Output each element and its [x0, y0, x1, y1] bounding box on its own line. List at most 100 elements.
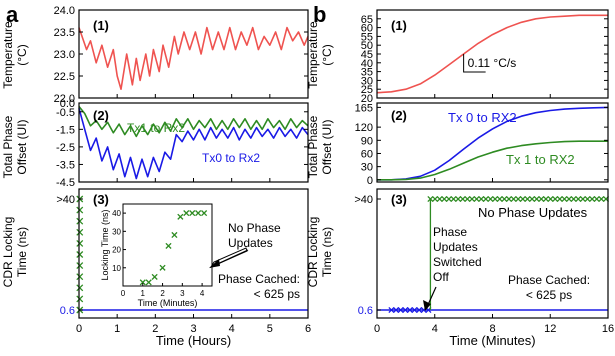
b3-high-point-1 [431, 195, 439, 203]
a3-inset-point-6 [177, 213, 184, 220]
a3-point-4-stroke-b [76, 262, 84, 270]
a2-series-line-0 [78, 105, 309, 138]
a2-legend-tx1: Tx1 to Rx2 [127, 121, 185, 135]
panel-letter-b: b [313, 2, 326, 27]
b3-high-point-29-stroke-b [561, 195, 568, 203]
b-ylabel-phase: Total PhaseOffset (UI) [306, 115, 334, 178]
b1-ytick-label-1: 25 [361, 84, 373, 96]
b1-ytick-label-0: 20 [361, 93, 373, 105]
b2-ytick-label-3: 90 [361, 135, 373, 147]
a3-inset-ylabel: Locking Time (ns) [100, 209, 110, 280]
a3-point-6-stroke-b [76, 239, 84, 247]
a3-xtick-label-6: 6 [305, 323, 311, 335]
b3-high-point-14-stroke-b [492, 195, 499, 203]
a3-inset-point-0 [139, 279, 146, 286]
b3-low-point-2-stroke-b [397, 306, 404, 314]
a3-point-3 [76, 273, 84, 281]
b3-high-point-35-stroke-b [589, 195, 596, 203]
a3-xtick-label-2: 2 [152, 323, 158, 335]
a-ylabel-temperature-line-0: Temperature [1, 21, 15, 89]
a-ylabel-locking: CDR LockingTime (ns) [1, 217, 29, 288]
a-ylabel-phase-line-0: Total Phase [1, 115, 15, 178]
b3-low-point-3-stroke-b [402, 306, 409, 314]
b3-high-point-3-stroke-b [441, 195, 448, 203]
a-ylabel-locking-line-1: Time (ns) [15, 227, 29, 277]
b3-annotation-top: No Phase Updates [478, 205, 588, 220]
b3-high-point-7 [459, 195, 466, 203]
b3-high-point-37-stroke-b [598, 195, 605, 203]
b3-low-point-6-stroke-b [416, 306, 423, 314]
b3-high-point-20 [519, 195, 526, 203]
a3-inset-xtick-label-3: 3 [180, 289, 185, 298]
b3-cached-line-1: < 625 ps [526, 288, 572, 302]
b3-low-point-5 [411, 306, 418, 314]
a3-inset-xtick-label-2: 2 [160, 289, 165, 298]
a3-inset-arrow-label-line-1: Updates [228, 236, 273, 250]
b3-high-point-36 [593, 195, 600, 203]
b3-ytick-label-1: >40 [354, 194, 373, 206]
b3-low-point-4 [406, 306, 413, 314]
b3-high-point-7-stroke-b [459, 195, 466, 203]
b3-xtick-label-0: 0 [374, 323, 380, 335]
b3-panel-label: (3) [391, 192, 407, 207]
b3-high-point-33 [579, 195, 586, 203]
b3-high-point-11 [478, 195, 485, 203]
a2-ytick-label-0: -4.5 [56, 177, 75, 189]
a3-inset-ytick-label-2: 30 [112, 227, 121, 236]
b3-arrow-label-line-2: Switched [433, 255, 482, 269]
a3-annotation-line-0: Phase Cached: [218, 272, 300, 286]
b3-arrow-label-line-0: Phase [433, 225, 467, 239]
a3-inset-ytick-label-3: 40 [112, 209, 121, 218]
b3-high-point-14 [492, 195, 499, 203]
b3-high-point-26 [547, 195, 554, 203]
b3-high-point-27-stroke-b [552, 195, 559, 203]
b3-high-point-23-stroke-b [533, 195, 540, 203]
b1-slope-triangle [463, 54, 486, 73]
panel-letter-a: a [6, 2, 19, 27]
a3-inset-point-8 [189, 210, 196, 217]
b1-temperature-line [376, 14, 608, 94]
chart-layer: a b Temperature (°C) Total PhaseOffset (UI) C… [1, 2, 614, 348]
b3-high-point-27 [552, 195, 559, 203]
b3-high-point-23 [533, 195, 540, 203]
a3-point-1-stroke-b [76, 295, 84, 303]
b3-high-point-17 [505, 195, 513, 203]
a2-ytick-label-4: -0.5 [56, 107, 75, 119]
a3-inset-ytick-label-0: 10 [112, 264, 121, 273]
b3-high-point-8-stroke-b [464, 195, 471, 203]
a3-inset-arrow-head [209, 259, 220, 268]
a1-temperature-line [78, 26, 309, 90]
a3-point-6 [76, 239, 84, 247]
b3-high-point-37 [598, 195, 605, 203]
b-ylabel-phase-line-0: Total Phase [306, 115, 320, 178]
a3-inset-point-6-stroke-b [177, 213, 184, 220]
b3-xtick-label-2: 8 [489, 323, 495, 335]
b3-high-point-18-stroke-b [510, 195, 517, 203]
a3-point-2 [76, 284, 84, 292]
b3-low-point-5-stroke-b [411, 306, 418, 314]
b1-ytick-label-6: 50 [361, 40, 373, 52]
b3-high-point-5-stroke-b [450, 195, 457, 203]
a3-xtick-label-3: 3 [190, 323, 196, 335]
b1-ytick-label-7: 55 [361, 31, 373, 43]
a3-point-8 [76, 217, 84, 225]
a2-ytick-label-1: -3.5 [56, 159, 75, 171]
a3-annotation-line-1: < 625 ps [254, 287, 300, 301]
b2-ytick-label-4: 120 [355, 122, 373, 134]
b1-ytick-label-2: 30 [361, 75, 373, 87]
b3-low-point-6 [416, 306, 423, 314]
b3-high-point-12 [482, 195, 489, 203]
a3-xtick-label-1: 1 [114, 323, 120, 335]
b-ylabel-temperature-line-1: (°C) [320, 44, 334, 65]
a3-inset-point-2-stroke-b [151, 273, 158, 280]
b3-low-point-0 [388, 306, 395, 314]
a1-ytick-label-3: 23.5 [54, 27, 75, 39]
b-ylabel-locking-line-0: CDR Locking [306, 217, 320, 288]
b3-high-point-6 [455, 195, 462, 203]
a1-ytick-label-1: 22.5 [54, 71, 75, 83]
b3-high-point-22-stroke-b [528, 195, 536, 203]
a3-inset-point-7-stroke-b [183, 210, 190, 217]
b3-low-point-3 [402, 306, 409, 314]
a3-ytick-label-1: >40 [56, 194, 75, 206]
a3-inset-point-3-stroke-b [159, 264, 166, 271]
